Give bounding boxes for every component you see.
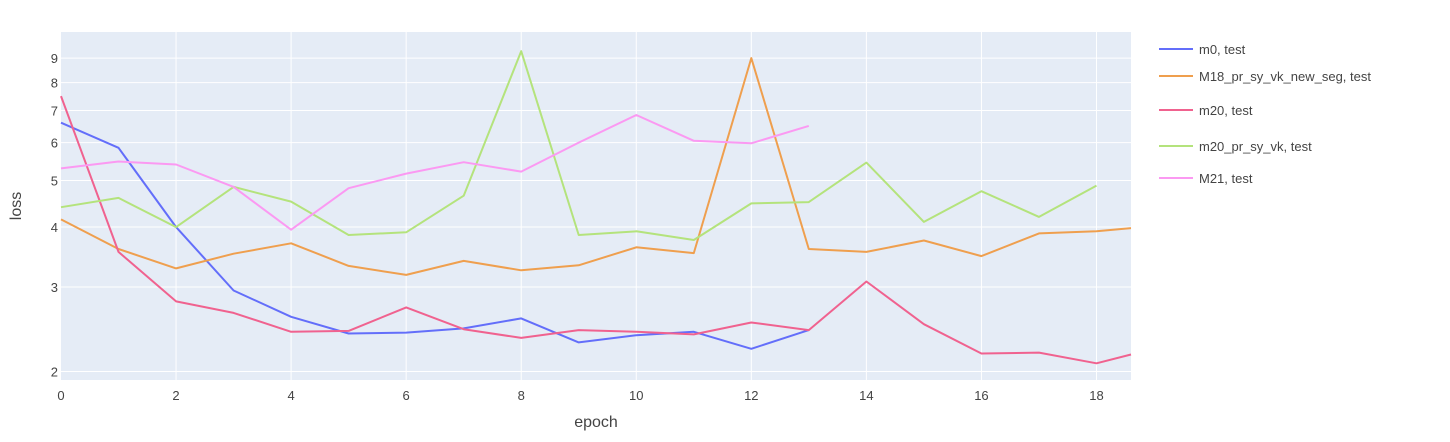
- y-tick-labels: 2 3 4 5 6 7 8 9: [51, 51, 58, 379]
- legend-item-2[interactable]: m20, test: [1159, 103, 1253, 118]
- series-line-2: [60, 95, 1132, 365]
- y-tick-label: 9: [51, 51, 58, 66]
- legend-label: m20_pr_sy_vk, test: [1199, 139, 1312, 154]
- x-tick-label: 14: [859, 388, 873, 403]
- plot-background: [61, 32, 1131, 380]
- y-tick-label: 5: [51, 174, 58, 189]
- legend-label: m0, test: [1199, 42, 1246, 57]
- x-axis-title: epoch: [574, 414, 618, 431]
- x-tick-label: 16: [974, 388, 988, 403]
- y-tick-label: 7: [51, 103, 58, 118]
- y-axis-title: loss: [8, 192, 25, 220]
- y-tick-label: 2: [51, 364, 58, 379]
- legend-label: M21, test: [1199, 171, 1253, 186]
- legend-item-1[interactable]: M18_pr_sy_vk_new_seg, test: [1159, 69, 1371, 84]
- x-tick-label: 18: [1089, 388, 1103, 403]
- series-line-0: [60, 121, 810, 350]
- legend-item-3[interactable]: m20_pr_sy_vk, test: [1159, 139, 1312, 154]
- x-tick-label: 12: [744, 388, 758, 403]
- y-tick-label: 6: [51, 136, 58, 151]
- legend-label: m20, test: [1199, 103, 1253, 118]
- x-tick-label: 6: [403, 388, 410, 403]
- x-tick-label: 4: [287, 388, 294, 403]
- x-tick-label: 10: [629, 388, 643, 403]
- series-lines: [60, 50, 1132, 365]
- series-line-1: [60, 57, 1132, 276]
- y-tick-label: 8: [51, 76, 58, 91]
- x-tick-labels: 0 2 4 6 8 10 12 14 16 18: [57, 388, 1103, 403]
- x-tick-label: 8: [518, 388, 525, 403]
- x-tick-label: 0: [57, 388, 64, 403]
- y-tick-label: 4: [51, 220, 58, 235]
- legend[interactable]: m0, test M18_pr_sy_vk_new_seg, test m20, t…: [1159, 42, 1371, 186]
- gridlines: [61, 32, 1131, 380]
- legend-item-0[interactable]: m0, test: [1159, 42, 1246, 57]
- series-line-4: [60, 114, 810, 231]
- y-tick-label: 3: [51, 280, 58, 295]
- legend-item-4[interactable]: M21, test: [1159, 171, 1253, 186]
- x-tick-label: 2: [172, 388, 179, 403]
- legend-label: M18_pr_sy_vk_new_seg, test: [1199, 69, 1371, 84]
